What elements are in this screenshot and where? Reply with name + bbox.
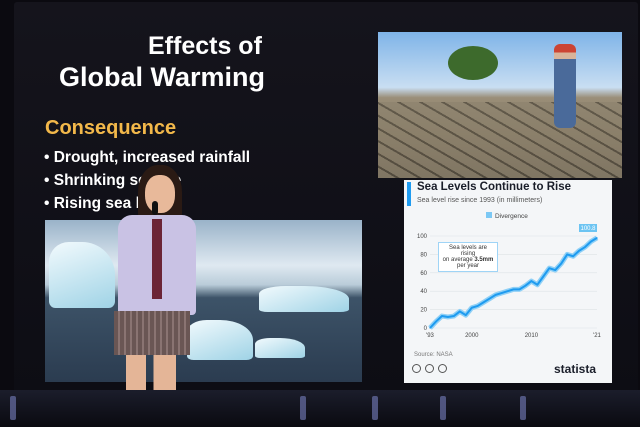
y-tick-label: 100 (417, 234, 428, 240)
y-tick-label: 40 (420, 289, 427, 295)
y-tick-label: 80 (420, 252, 427, 258)
data-point (542, 275, 544, 278)
annotation-value: 3.5mm (474, 257, 494, 263)
data-point (459, 310, 461, 313)
chart-subtitle: Sea level rise since 1993 (in millimeter… (417, 197, 543, 204)
stage-light (520, 396, 526, 420)
x-tick-label: 2010 (525, 333, 539, 339)
data-point (560, 263, 562, 265)
y-tick-label: 20 (420, 308, 427, 314)
y-tick-label: 60 (420, 271, 427, 277)
bullet-text: Drought, increased rainfall (53, 149, 251, 166)
chart-title: Sea Levels Continue to Rise (417, 181, 572, 193)
presenter (112, 165, 212, 427)
data-point (465, 314, 467, 316)
data-point (441, 315, 443, 317)
end-label-box (579, 224, 597, 232)
sea-ice-photo (45, 220, 362, 382)
data-point (548, 267, 550, 269)
data-point (530, 280, 532, 282)
x-tick-label: '21 (593, 333, 601, 339)
drought-photo (378, 32, 622, 178)
data-point (500, 292, 503, 294)
chart-source: Source: NASA (414, 352, 453, 358)
chart-annotation: Sea levels are rising on average 3.5mm p… (438, 242, 498, 272)
data-point (489, 297, 491, 300)
stage-light (300, 396, 306, 420)
stage-light (372, 396, 378, 420)
end-label: 100.8 (580, 226, 596, 232)
data-point (518, 288, 521, 290)
data-point (429, 327, 431, 329)
stage-light (10, 396, 16, 420)
data-point (536, 284, 538, 286)
stage-light (440, 396, 446, 420)
data-point (524, 285, 527, 287)
data-point (566, 253, 568, 255)
x-tick-label: 2000 (465, 333, 479, 339)
y-tick-label: 0 (424, 326, 428, 332)
annotation-text: Sea levels are rising (448, 245, 488, 257)
sea-level-chart: Sea Levels Continue to Rise Sea level ri… (404, 180, 612, 383)
data-point (554, 269, 556, 271)
data-point (471, 307, 473, 309)
data-point (578, 250, 580, 252)
annotation-text: per year (456, 263, 479, 269)
data-point (590, 240, 592, 243)
slide-subtitle: Consequence (45, 117, 177, 139)
annotation-text: on average (442, 257, 475, 263)
x-tick-label: '93 (426, 333, 434, 339)
data-point (477, 305, 479, 307)
bullet-item: • Drought, increased rainfall (44, 149, 251, 166)
data-point (512, 288, 515, 290)
data-point (483, 301, 485, 303)
data-point (453, 315, 455, 317)
stage-floor (0, 390, 640, 427)
statista-logo: statista (554, 362, 597, 376)
data-point (435, 320, 437, 323)
slide-title-line2: Global Warming (59, 62, 266, 92)
legend-label: Divergence (495, 213, 528, 220)
chart-legend: Divergence (486, 212, 528, 220)
attribution-icon (425, 364, 434, 373)
data-point (447, 316, 449, 318)
slide-title-line1: Effects of (148, 32, 262, 60)
microphone-icon (152, 201, 158, 215)
data-point (495, 294, 497, 296)
cc-icon (412, 364, 421, 373)
data-point (596, 237, 598, 239)
data-point (584, 246, 586, 248)
data-point (506, 290, 509, 292)
chart-plot: 0 20 40 60 80 100 '93 2000 2010 '21 100.8 (417, 224, 602, 339)
no-derivatives-icon (438, 364, 447, 373)
data-point (572, 255, 574, 257)
